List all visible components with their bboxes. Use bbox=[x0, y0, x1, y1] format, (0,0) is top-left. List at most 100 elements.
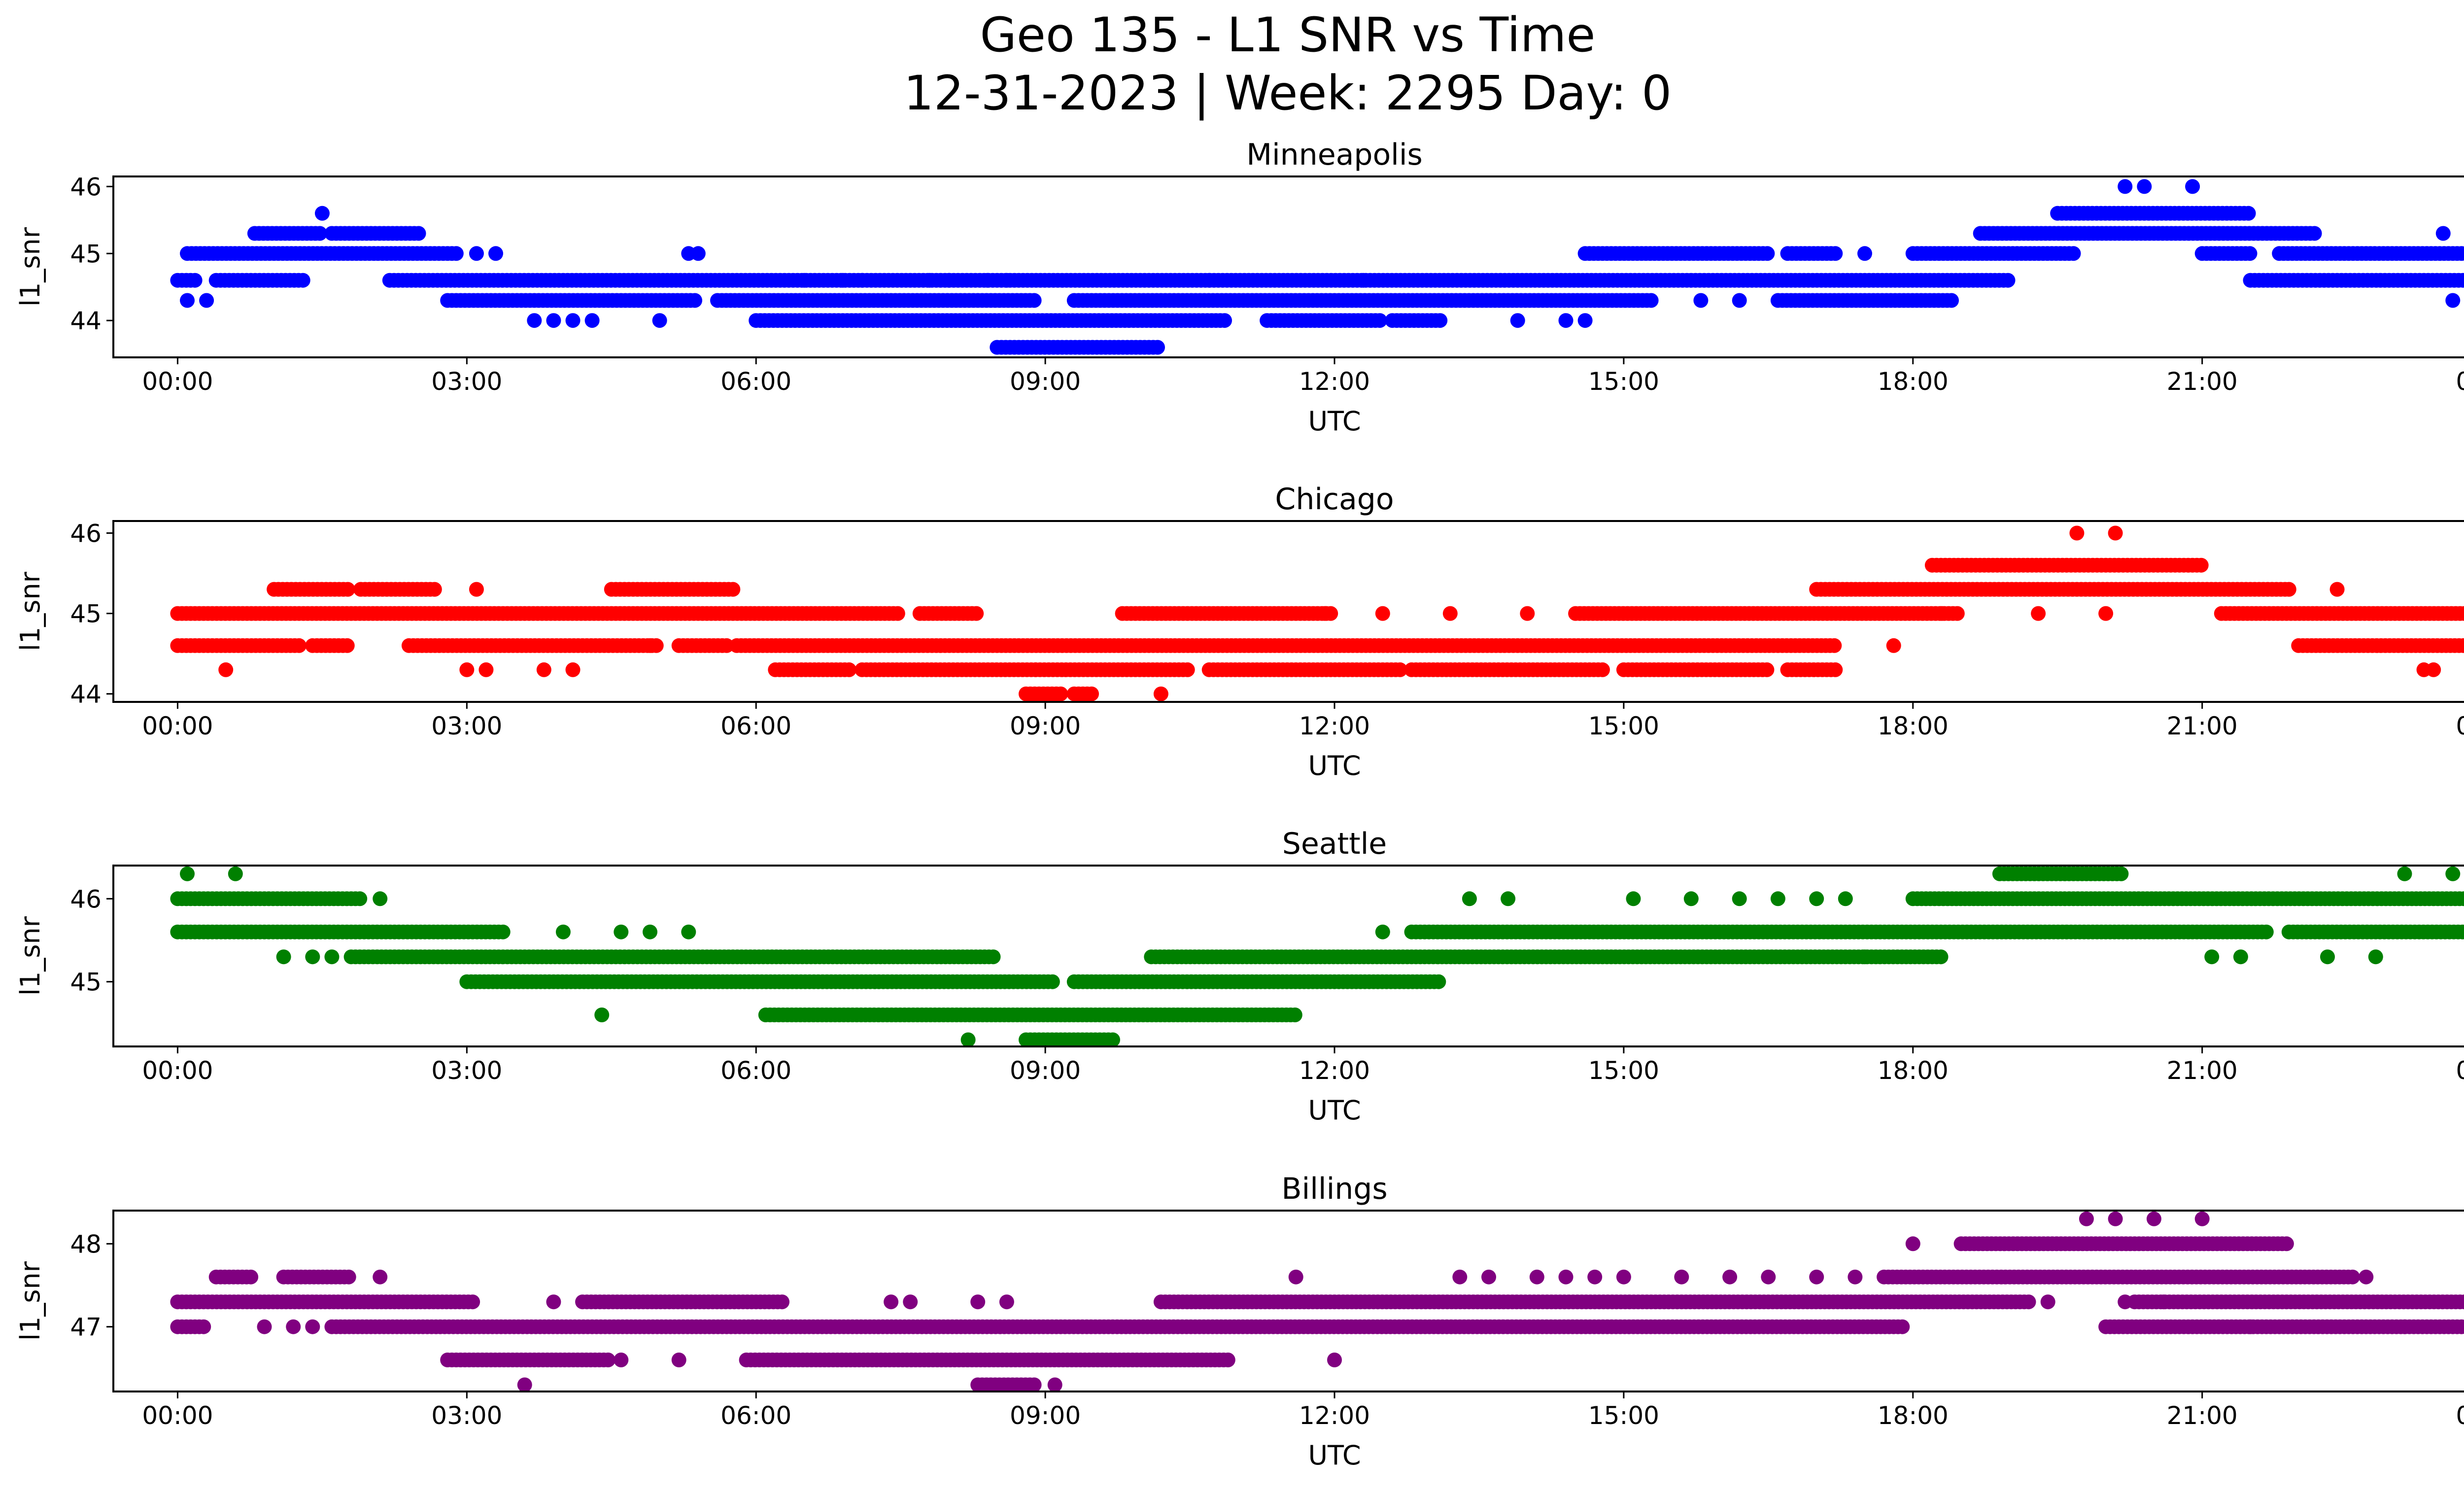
y-axis-label: l1_snr bbox=[15, 916, 46, 996]
x-tick-label: 15:00 bbox=[1588, 712, 1659, 740]
data-point bbox=[340, 638, 355, 653]
data-point bbox=[2320, 949, 2335, 965]
data-point bbox=[555, 924, 571, 939]
data-point bbox=[1732, 293, 1747, 308]
x-tick-label: 06:00 bbox=[720, 1056, 791, 1085]
data-point bbox=[1933, 949, 1949, 965]
data-point bbox=[2114, 866, 2129, 881]
data-point bbox=[2397, 866, 2412, 881]
data-point bbox=[218, 662, 234, 677]
data-point bbox=[1577, 313, 1593, 328]
data-point bbox=[2329, 582, 2345, 597]
data-point bbox=[797, 273, 812, 288]
data-point bbox=[2185, 179, 2200, 194]
data-point bbox=[465, 1294, 480, 1310]
data-point bbox=[295, 273, 310, 288]
x-tick-label: 21:00 bbox=[2167, 1056, 2238, 1085]
data-point bbox=[1950, 606, 1965, 621]
data-point bbox=[2426, 662, 2441, 677]
data-point bbox=[584, 313, 600, 328]
data-point bbox=[1105, 1032, 1120, 1046]
data-point bbox=[2108, 525, 2123, 541]
y-tick-label: 44 bbox=[70, 307, 102, 335]
subplot-title: Minneapolis bbox=[1246, 138, 1423, 172]
data-point bbox=[2460, 274, 2464, 287]
x-axis-label: UTC bbox=[1308, 1095, 1361, 1126]
data-point bbox=[373, 891, 388, 906]
data-point bbox=[1759, 662, 1775, 677]
data-point bbox=[2137, 179, 2152, 194]
data-point bbox=[469, 246, 484, 261]
data-point bbox=[643, 638, 657, 653]
data-point bbox=[2463, 249, 2464, 258]
data-point bbox=[1356, 273, 1371, 288]
data-point bbox=[2193, 557, 2209, 573]
data-point bbox=[2445, 293, 2461, 308]
data-point bbox=[276, 949, 291, 965]
x-tick-label: 03:00 bbox=[431, 367, 502, 396]
data-point bbox=[2242, 246, 2258, 261]
data-point bbox=[1287, 1008, 1302, 1022]
data-point bbox=[681, 924, 696, 939]
x-axis-label: UTC bbox=[1308, 750, 1361, 781]
data-point bbox=[536, 662, 551, 677]
y-tick-label: 46 bbox=[70, 885, 102, 913]
data-point bbox=[1045, 974, 1060, 989]
data-point bbox=[1857, 246, 1872, 261]
data-point bbox=[614, 924, 629, 939]
x-tick-label: 21:00 bbox=[2167, 367, 2238, 396]
x-tick-label: 00:00 bbox=[2456, 712, 2464, 740]
data-point bbox=[960, 1032, 976, 1046]
x-axis-label: UTC bbox=[1308, 406, 1361, 437]
data-point bbox=[2461, 1296, 2464, 1308]
data-point bbox=[1683, 891, 1699, 906]
x-tick-label: 00:00 bbox=[142, 712, 213, 740]
x-tick-label: 03:00 bbox=[431, 1056, 502, 1085]
x-tick-label: 18:00 bbox=[1878, 712, 1949, 740]
data-point bbox=[495, 924, 511, 939]
data-point bbox=[1317, 606, 1333, 621]
data-point bbox=[2435, 226, 2451, 241]
data-point bbox=[1510, 313, 1525, 328]
data-point bbox=[999, 273, 1014, 288]
x-tick-label: 12:00 bbox=[1299, 367, 1370, 396]
data-point bbox=[922, 273, 937, 288]
y-tick-label: 44 bbox=[70, 680, 102, 709]
data-point bbox=[2118, 179, 2133, 194]
data-point bbox=[1886, 638, 1901, 653]
data-point bbox=[687, 293, 702, 308]
figure-title-line-2: 12-31-2023 | Week: 2295 Day: 0 bbox=[904, 66, 1672, 121]
data-point bbox=[855, 273, 870, 288]
data-point bbox=[187, 273, 203, 288]
data-point bbox=[2000, 273, 2016, 288]
data-point bbox=[2461, 608, 2464, 620]
data-point bbox=[565, 662, 581, 677]
data-point bbox=[890, 606, 905, 621]
y-tick-label: 45 bbox=[70, 600, 102, 628]
data-point bbox=[1027, 293, 1042, 308]
data-point bbox=[2458, 1320, 2464, 1334]
data-point bbox=[2461, 893, 2464, 905]
y-tick-label: 45 bbox=[70, 968, 102, 997]
y-axis-label: l1_snr bbox=[15, 571, 46, 651]
x-tick-label: 09:00 bbox=[1010, 1056, 1081, 1085]
data-point bbox=[1201, 273, 1217, 288]
data-point bbox=[643, 924, 657, 939]
data-point bbox=[1857, 949, 1872, 965]
data-point bbox=[2458, 246, 2464, 261]
data-point bbox=[1180, 662, 1195, 677]
subplot-title: Seattle bbox=[1282, 827, 1387, 861]
data-point bbox=[1375, 924, 1390, 939]
x-tick-label: 00:00 bbox=[2456, 367, 2464, 396]
data-point bbox=[314, 206, 330, 221]
subplot-title: Chicago bbox=[1275, 482, 1394, 517]
data-point bbox=[2021, 1294, 2036, 1310]
data-point bbox=[527, 313, 542, 328]
x-tick-label: 18:00 bbox=[1878, 1056, 1949, 1085]
x-tick-label: 00:00 bbox=[142, 367, 213, 396]
data-point bbox=[1643, 293, 1659, 308]
data-point bbox=[1827, 638, 1842, 653]
x-tick-label: 09:00 bbox=[1010, 367, 1081, 396]
data-point bbox=[1558, 313, 1574, 328]
